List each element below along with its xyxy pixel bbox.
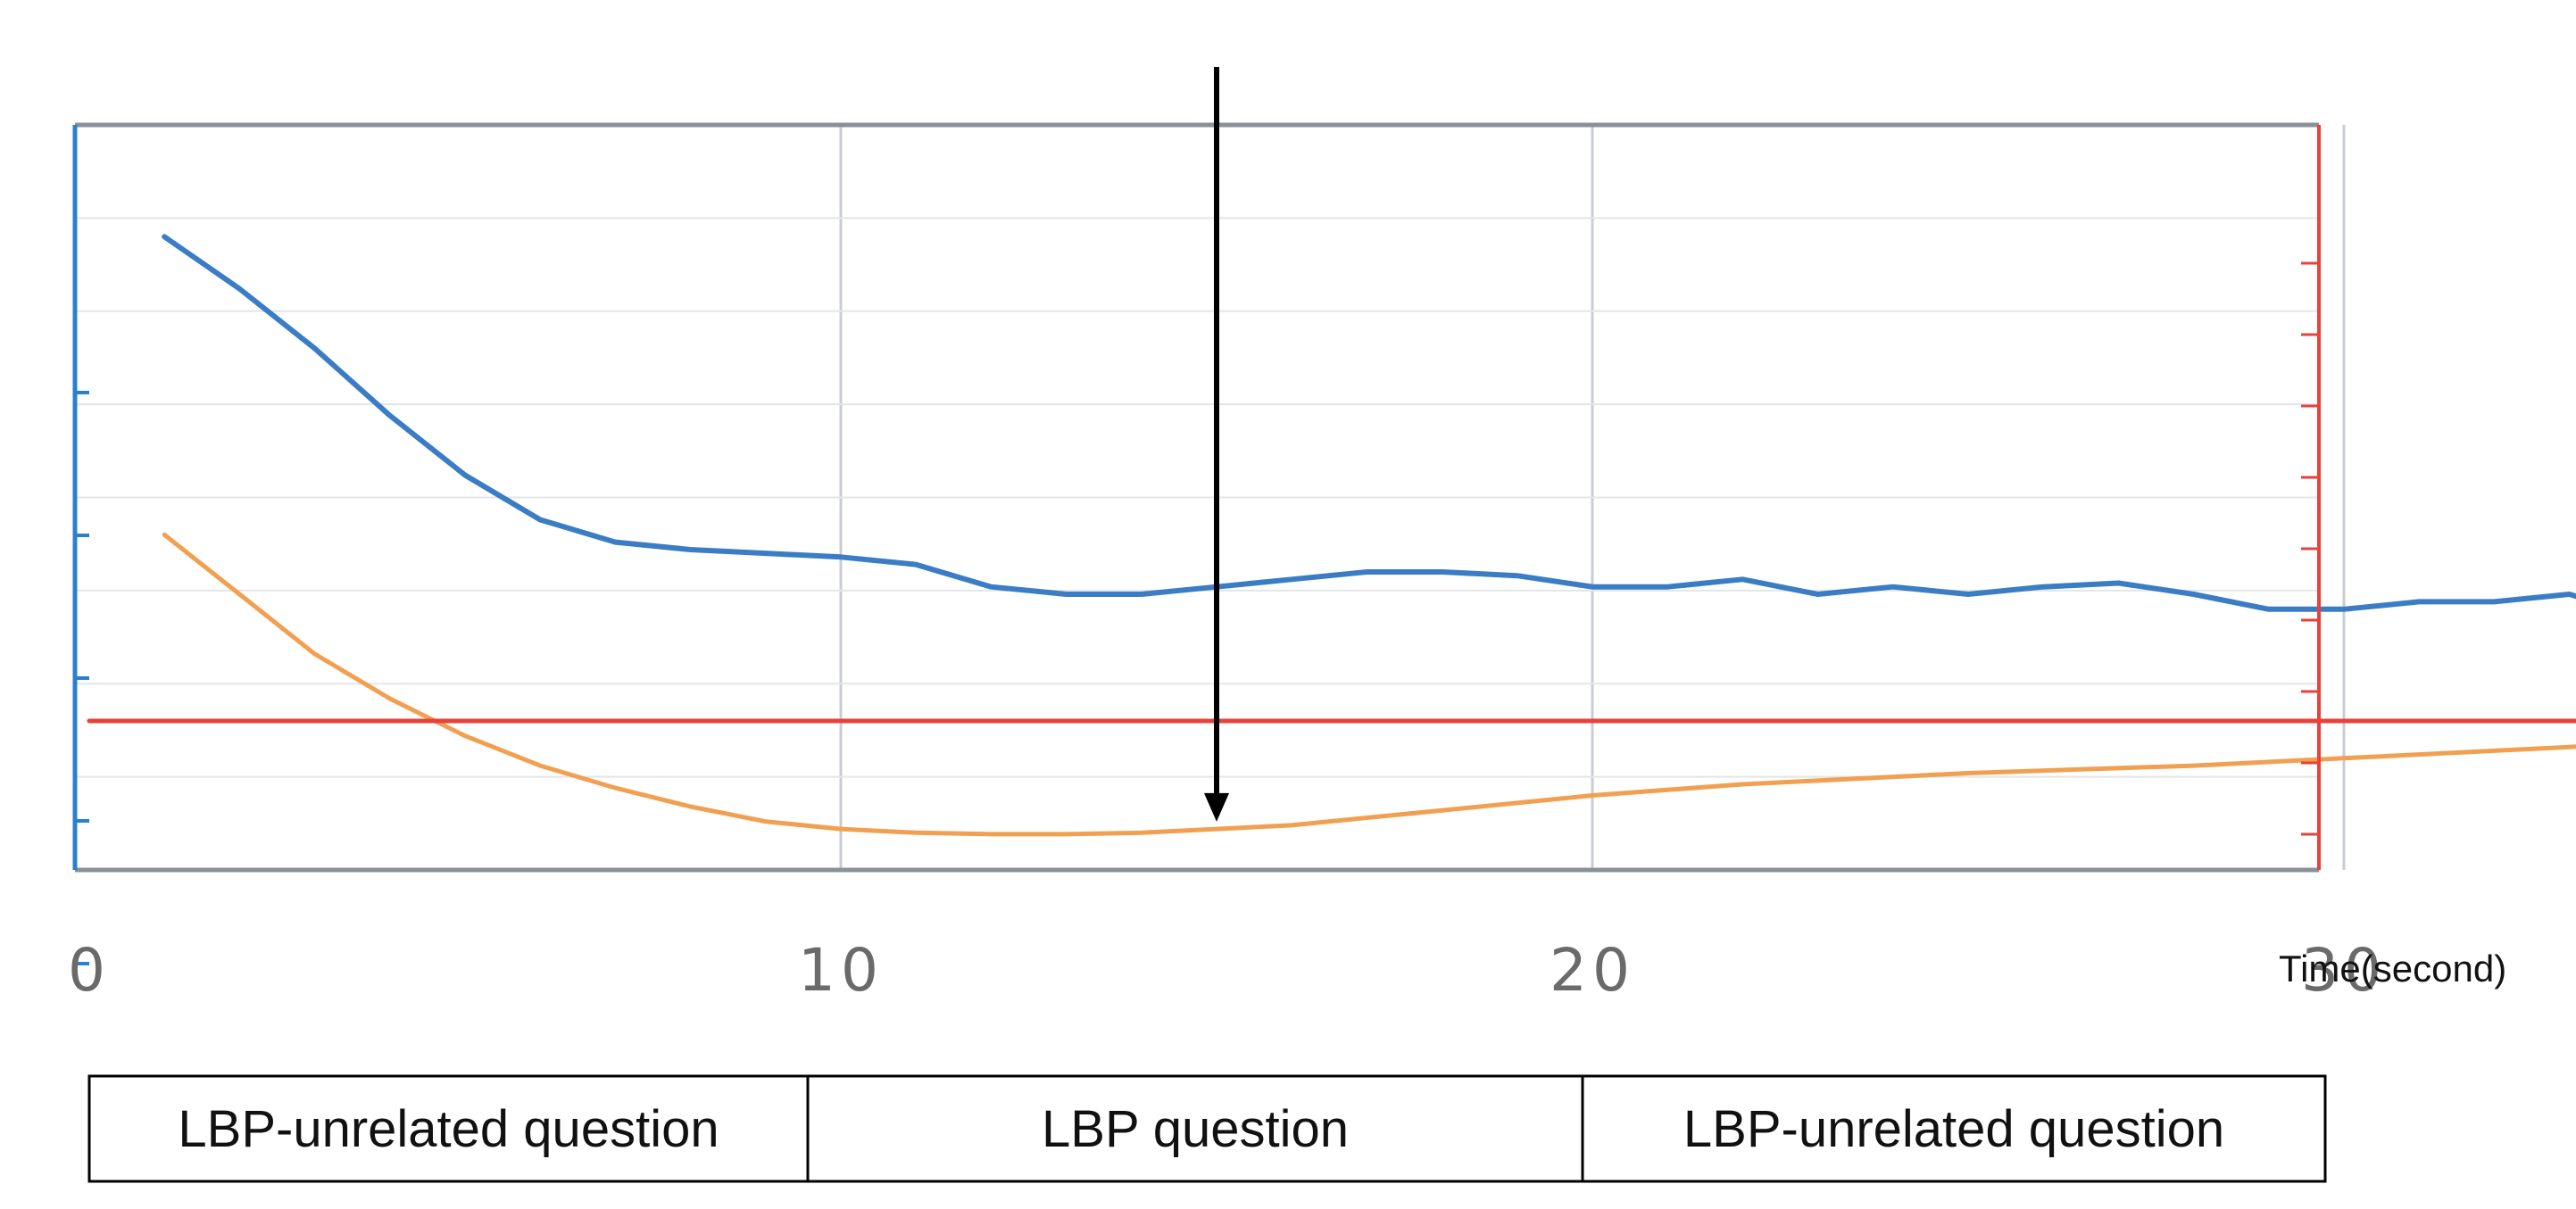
solid-arrow-head <box>1204 792 1229 822</box>
x-tick-label: 0 <box>68 936 111 1005</box>
x-axis-title: Time(second) <box>2279 948 2506 990</box>
x-tick-label: 30 <box>2301 936 2387 1005</box>
series-line-1 <box>162 234 2576 612</box>
segment-box <box>806 1074 1584 1183</box>
x-tick-label: 20 <box>1550 936 1635 1005</box>
segment-label: LBP-unrelated question <box>178 1100 719 1158</box>
segment-label: LBP-unrelated question <box>1683 1100 2224 1158</box>
segment-box <box>87 1074 810 1183</box>
series-line-2 <box>162 532 2576 837</box>
x-tick-label: 10 <box>798 936 884 1005</box>
segment-box <box>1581 1074 2327 1183</box>
segment-label: LBP question <box>1042 1100 1349 1158</box>
